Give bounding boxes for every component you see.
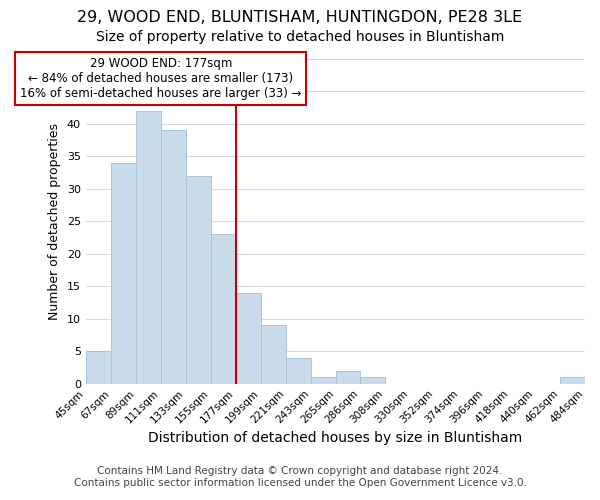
Bar xyxy=(136,111,161,384)
Bar xyxy=(360,377,385,384)
Text: 29 WOOD END: 177sqm
← 84% of detached houses are smaller (173)
16% of semi-detac: 29 WOOD END: 177sqm ← 84% of detached ho… xyxy=(20,57,302,100)
Bar xyxy=(111,163,136,384)
Bar xyxy=(286,358,311,384)
Text: 29, WOOD END, BLUNTISHAM, HUNTINGDON, PE28 3LE: 29, WOOD END, BLUNTISHAM, HUNTINGDON, PE… xyxy=(77,10,523,25)
Bar xyxy=(336,370,360,384)
Y-axis label: Number of detached properties: Number of detached properties xyxy=(48,123,61,320)
Text: Size of property relative to detached houses in Bluntisham: Size of property relative to detached ho… xyxy=(96,30,504,44)
Bar xyxy=(86,352,111,384)
Bar xyxy=(186,176,211,384)
Bar xyxy=(161,130,186,384)
Bar xyxy=(560,377,585,384)
Bar xyxy=(236,293,261,384)
Bar xyxy=(211,234,236,384)
X-axis label: Distribution of detached houses by size in Bluntisham: Distribution of detached houses by size … xyxy=(148,431,523,445)
Text: Contains HM Land Registry data © Crown copyright and database right 2024.
Contai: Contains HM Land Registry data © Crown c… xyxy=(74,466,526,487)
Bar xyxy=(261,326,286,384)
Bar xyxy=(311,377,336,384)
